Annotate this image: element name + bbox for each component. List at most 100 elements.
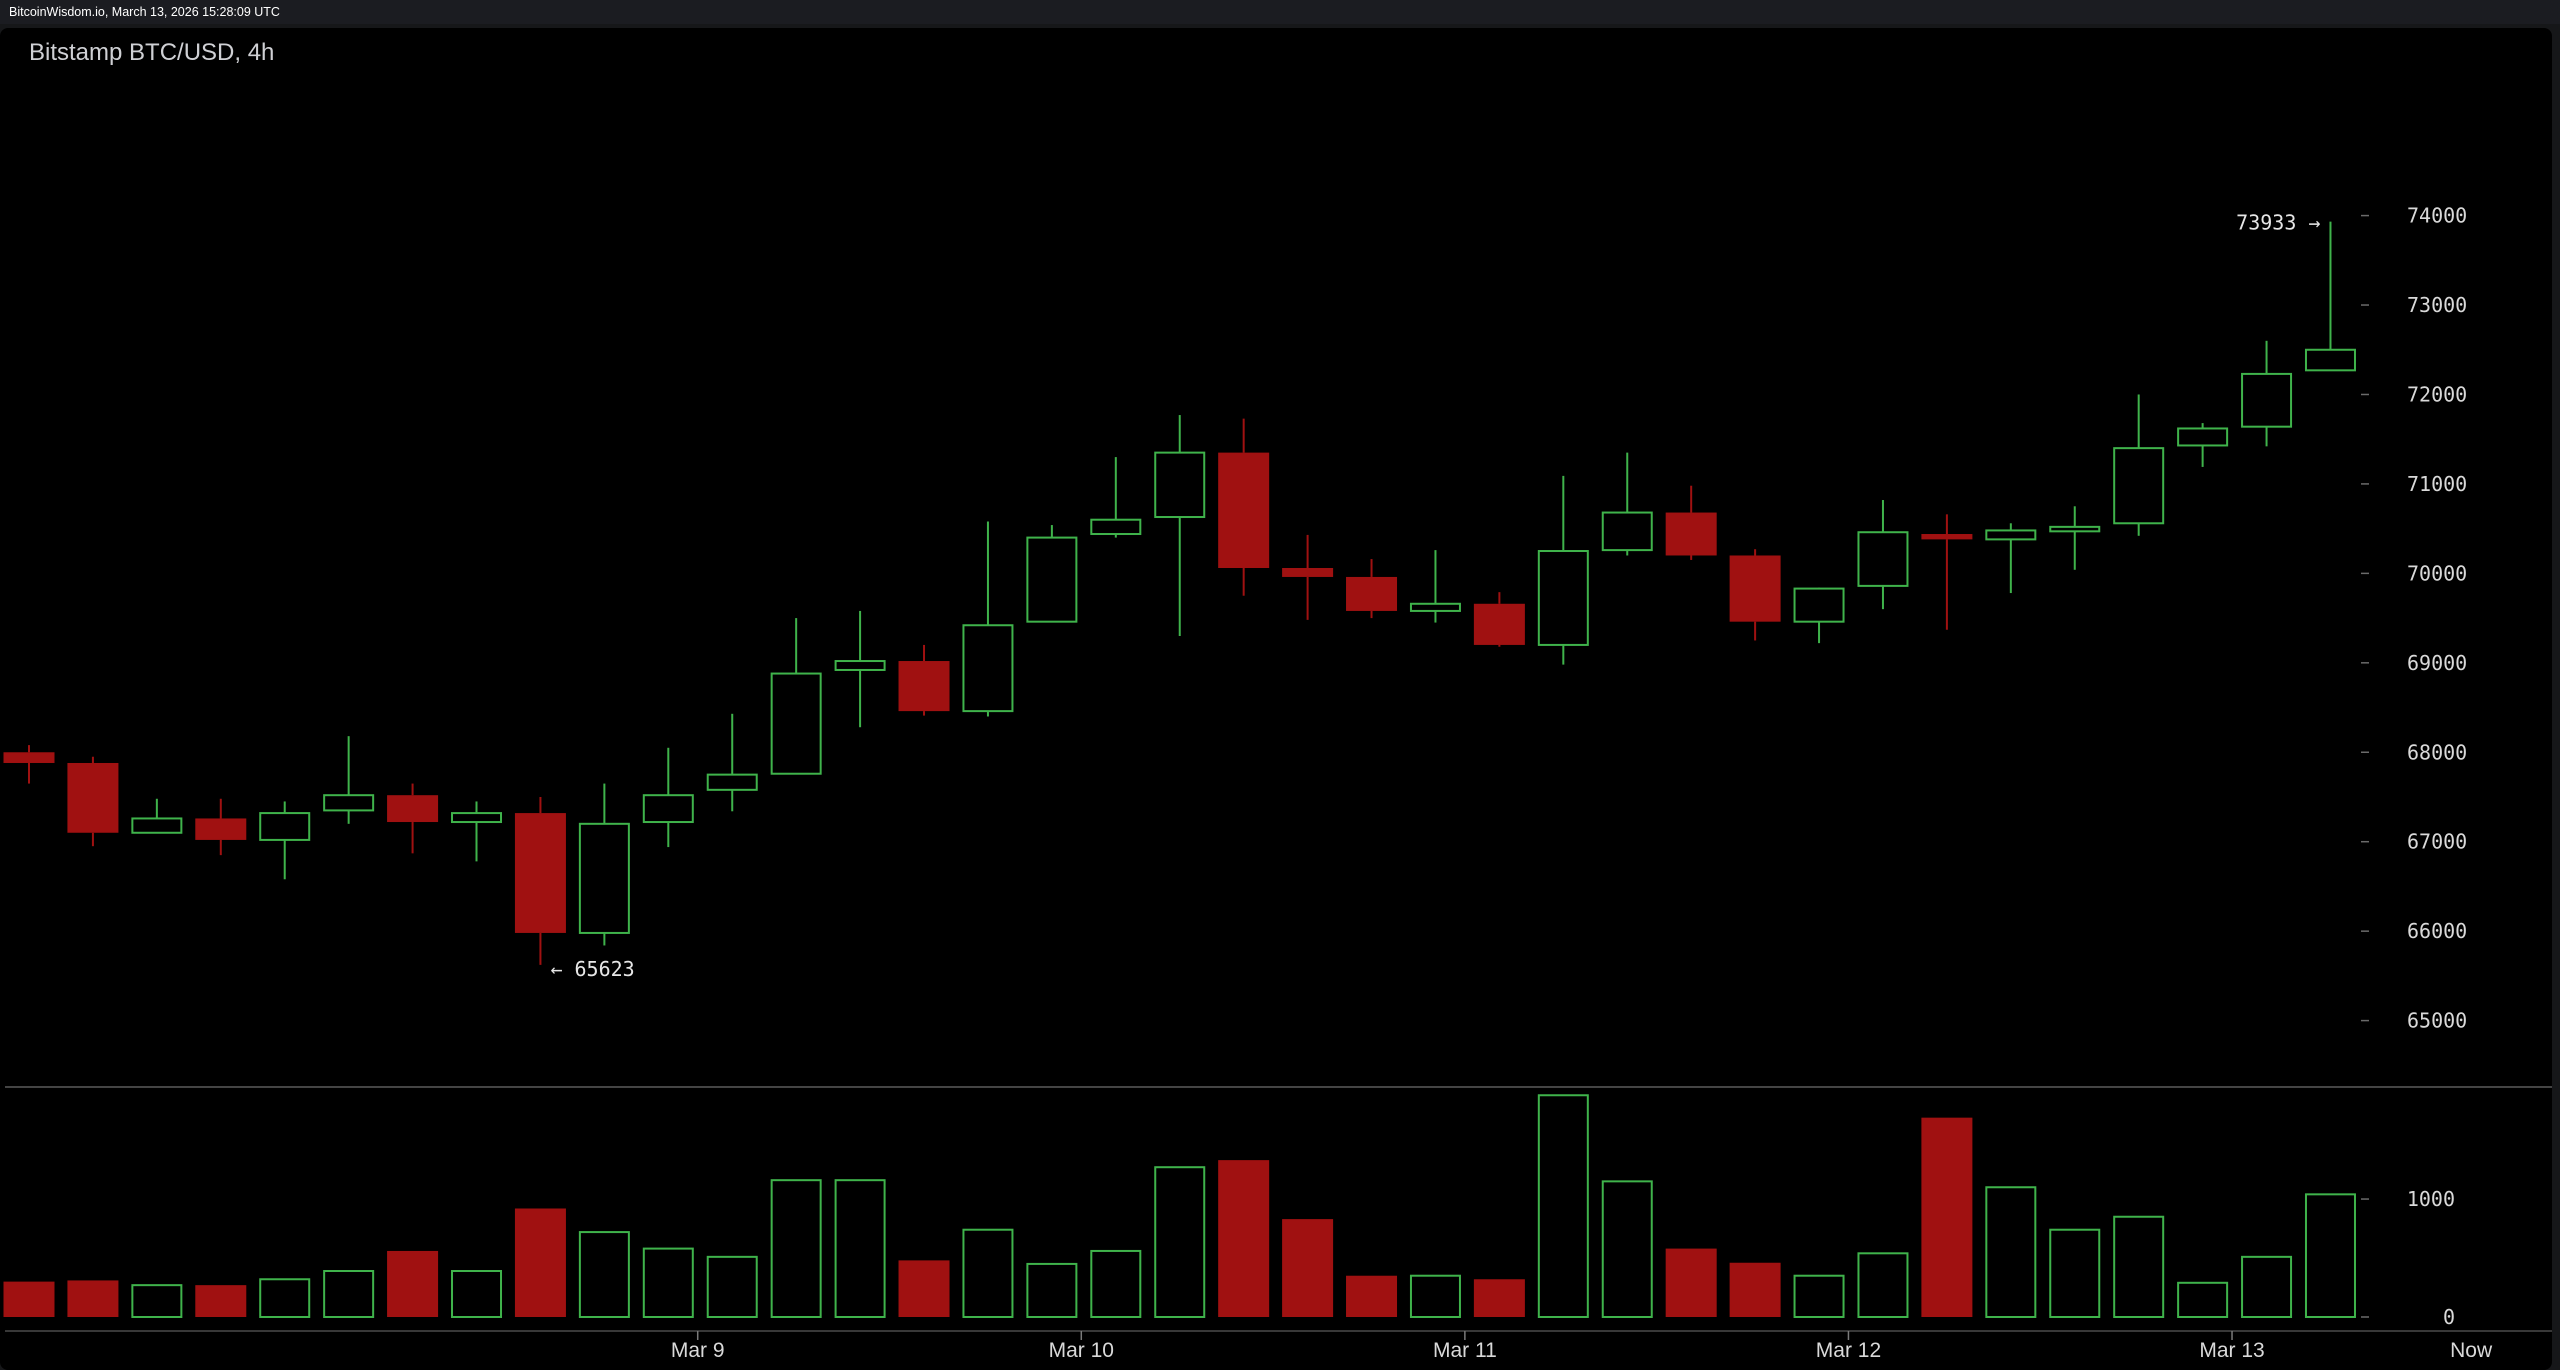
candle-body — [1090, 518, 1142, 536]
volume-bar — [1601, 1180, 1653, 1319]
candle-body — [451, 812, 503, 824]
time-tick-label: Mar 9 — [671, 1339, 725, 1362]
time-axis: Mar 9 Mar 10 Mar 11 Mar 12 Mar 13 Now — [671, 1331, 2493, 1362]
volume-bar — [1218, 1160, 1270, 1317]
time-tick-label: Mar 13 — [2199, 1339, 2264, 1362]
volume-bar — [195, 1285, 247, 1317]
candle-body — [1218, 452, 1270, 569]
candle-body — [1729, 555, 1781, 622]
candle-body — [323, 794, 375, 812]
price-annotations: 73933 → ← 65623 — [550, 211, 2320, 981]
price-tick-label: 71000 — [2407, 472, 2467, 496]
volume-bar — [2177, 1281, 2229, 1319]
time-tick-label: Mar 11 — [1433, 1339, 1497, 1362]
time-tick-label: Now — [2450, 1339, 2493, 1362]
volume-bar — [1665, 1248, 1717, 1317]
price-tick-label: 72000 — [2407, 382, 2467, 406]
volume-bar — [2049, 1228, 2101, 1318]
volume-bar — [898, 1260, 950, 1317]
volume-bar — [1473, 1279, 1525, 1317]
candle-body — [67, 762, 119, 833]
volume-bar — [578, 1231, 630, 1318]
candle-body — [642, 794, 694, 824]
candle-body — [514, 813, 566, 933]
candle-body — [1537, 550, 1589, 646]
volume-bars — [3, 1094, 2356, 1319]
volume-bar — [1793, 1274, 1845, 1318]
candle-body — [834, 660, 886, 671]
volume-axis: 1000 0 — [2361, 1187, 2455, 1329]
candle-body — [962, 624, 1014, 713]
candle-body — [1665, 512, 1717, 556]
volume-bar — [323, 1270, 375, 1318]
price-tick-label: 65000 — [2407, 1009, 2467, 1033]
volume-bar — [2113, 1215, 2165, 1318]
price-tick-label: 68000 — [2407, 740, 2467, 764]
candle-body — [1282, 568, 1334, 577]
volume-bar — [259, 1278, 311, 1319]
volume-bar — [131, 1284, 183, 1318]
volume-bar — [387, 1250, 439, 1317]
candle-body — [1857, 531, 1909, 587]
volume-bar — [451, 1270, 503, 1318]
volume-bar — [1729, 1262, 1781, 1317]
candle-body — [898, 661, 950, 712]
time-tick-label: Mar 12 — [1816, 1339, 1881, 1362]
volume-bar — [770, 1179, 822, 1318]
volume-bar — [67, 1280, 119, 1317]
price-tick-label: 74000 — [2407, 204, 2467, 228]
candle-body — [1601, 511, 1653, 552]
time-tick-label: Mar 10 — [1049, 1339, 1114, 1362]
candle-body — [2241, 372, 2293, 428]
candle-body — [1026, 536, 1078, 623]
price-tick-label: 67000 — [2407, 830, 2467, 854]
candle-body — [2304, 348, 2356, 372]
candle-body — [1985, 529, 2037, 541]
volume-bar — [962, 1228, 1014, 1318]
candle-body — [131, 817, 183, 834]
candle-body — [1793, 587, 1845, 623]
source-timestamp: BitcoinWisdom.io, March 13, 2026 15:28:0… — [9, 5, 280, 19]
volume-bar — [834, 1179, 886, 1318]
candle-body — [578, 822, 630, 934]
volume-tick-label: 0 — [2443, 1305, 2455, 1329]
volume-bar — [1154, 1166, 1206, 1318]
volume-bar — [1537, 1094, 1589, 1319]
candle-body — [259, 812, 311, 841]
volume-bar — [1985, 1186, 2037, 1319]
candle-body — [195, 818, 247, 840]
candle-body — [387, 795, 439, 823]
volume-bar — [706, 1255, 758, 1319]
volume-bar — [1090, 1249, 1142, 1319]
candle-body — [3, 752, 55, 763]
candle-body — [1921, 534, 1973, 540]
volume-bar — [2241, 1255, 2293, 1319]
volume-tick-label: 1000 — [2407, 1187, 2455, 1211]
candle-body — [1346, 576, 1398, 611]
volume-bar — [2304, 1193, 2356, 1319]
candle-body — [1473, 603, 1525, 645]
candle-body — [1409, 602, 1461, 612]
volume-bar — [1409, 1274, 1461, 1318]
candle-body — [770, 672, 822, 775]
candle-body — [706, 773, 758, 791]
volume-bar — [1921, 1117, 1973, 1317]
candle-body — [1154, 451, 1206, 519]
price-tick-label: 66000 — [2407, 919, 2467, 943]
candle-body — [2177, 427, 2229, 447]
chart-panel — [0, 28, 2552, 1370]
price-axis: 74000 73000 72000 71000 70000 69000 68000 67000… — [2361, 204, 2467, 1033]
chart-title: Bitstamp BTC/USD, 4h — [29, 39, 274, 66]
volume-bar — [1026, 1262, 1078, 1319]
volume-bar — [1282, 1219, 1334, 1317]
volume-bar — [642, 1247, 694, 1318]
high-price-annotation: 73933 → — [2236, 211, 2320, 235]
price-tick-label: 73000 — [2407, 293, 2467, 317]
price-tick-label: 69000 — [2407, 651, 2467, 675]
candlesticks — [3, 221, 2356, 965]
volume-bar — [514, 1208, 566, 1317]
price-tick-label: 70000 — [2407, 561, 2467, 585]
low-price-annotation: ← 65623 — [550, 957, 634, 981]
candle-body — [2113, 447, 2165, 525]
